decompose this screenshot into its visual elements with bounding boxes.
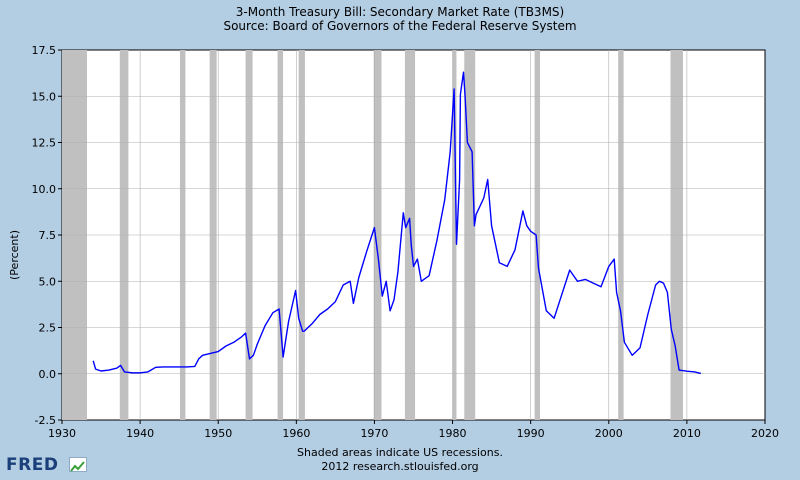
axis-ticks: -2.5 0.0 2.5 5.0 7.5 10.0 12.5 15.0 17.5 1930 1940… <box>32 44 780 440</box>
y-tick-label: -2.5 <box>35 414 56 427</box>
tb3ms-series-line <box>92 71 702 375</box>
x-tick-label: 1980 <box>439 427 467 440</box>
gridlines <box>62 50 765 420</box>
x-tick-label: 1930 <box>48 427 76 440</box>
y-tick-label: 15.0 <box>32 90 57 103</box>
series-layer <box>92 71 702 375</box>
y-tick-label: 10.0 <box>32 183 57 196</box>
chart-source: Source: Board of Governors of the Federa… <box>223 19 577 33</box>
x-tick-label: 2010 <box>673 427 701 440</box>
x-tick-label: 2000 <box>595 427 623 440</box>
x-tick-label: 2020 <box>751 427 779 440</box>
y-tick-label: 7.5 <box>39 229 57 242</box>
credit-line: 2012 research.stlouisfed.org <box>321 460 479 473</box>
x-tick-label: 1960 <box>282 427 310 440</box>
y-tick-label: 5.0 <box>39 275 57 288</box>
fred-logo[interactable]: FRED <box>6 455 90 475</box>
x-tick-label: 1990 <box>517 427 545 440</box>
y-tick-label: 17.5 <box>32 44 57 57</box>
chart-title: 3-Month Treasury Bill: Secondary Market … <box>235 5 565 19</box>
y-tick-label: 12.5 <box>32 137 57 150</box>
y-axis-label: (Percent) <box>8 230 21 280</box>
x-tick-label: 1940 <box>126 427 154 440</box>
y-tick-label: 2.5 <box>39 322 57 335</box>
recession-note: Shaded areas indicate US recessions. <box>297 446 503 459</box>
fred-logo-text: FRED <box>6 455 59 475</box>
y-tick-label: 0.0 <box>39 368 57 381</box>
chart-line-icon <box>69 457 87 472</box>
x-tick-label: 1950 <box>204 427 232 440</box>
x-tick-label: 1970 <box>360 427 388 440</box>
